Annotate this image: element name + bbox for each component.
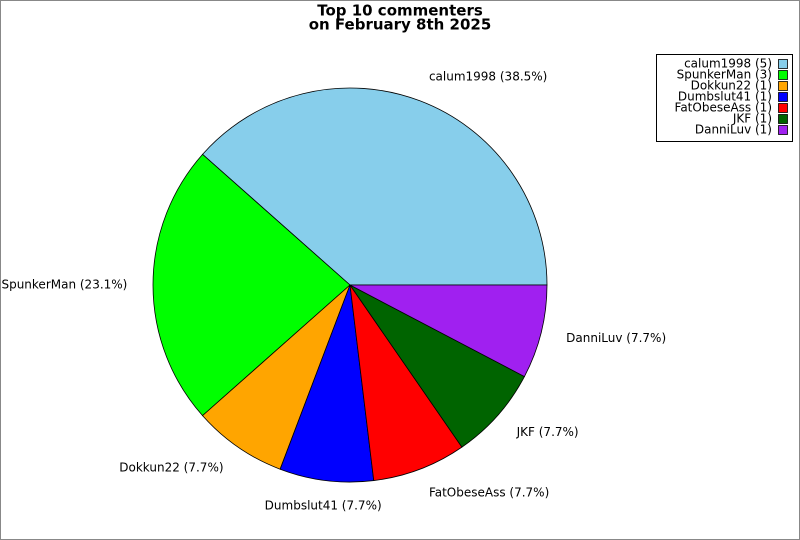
slice-label: SpunkerMan (23.1%) (1, 278, 127, 292)
legend-swatch (778, 103, 788, 113)
legend-swatch (778, 125, 788, 135)
legend-label: Dumbslut41 (1) (678, 90, 772, 104)
legend-label: Dokkun22 (1) (691, 79, 772, 93)
slice-label: FatObeseAss (7.7%) (429, 486, 549, 500)
legend-label: FatObeseAss (1) (675, 101, 772, 115)
legend-swatch (778, 92, 788, 102)
legend-swatch (778, 114, 788, 124)
legend-box (656, 54, 793, 142)
slice-label: DanniLuv (7.7%) (566, 331, 666, 345)
pie-slice (201, 284, 351, 470)
legend-label: SpunkerMan (3) (677, 68, 772, 82)
chart-subtitle: on February 8th 2025 (309, 16, 492, 34)
legend-swatch (778, 59, 788, 69)
legend-swatch (778, 70, 788, 80)
legend-label: DanniLuv (1) (695, 123, 772, 137)
pie-slice (279, 284, 375, 483)
pie-slice (349, 284, 525, 448)
legend-label: JKF (1) (732, 112, 772, 126)
legend-label: calum1998 (5) (684, 57, 772, 71)
legend: calum1998 (5)SpunkerMan (3)Dokkun22 (1)D… (656, 54, 793, 142)
pie-slice (349, 284, 463, 482)
pie-slice (201, 87, 548, 286)
slice-label: Dumbslut41 (7.7%) (265, 498, 382, 512)
slice-label: calum1998 (38.5%) (429, 69, 547, 83)
pie-slice (349, 284, 548, 378)
pie-slice (152, 153, 351, 417)
slice-label: JKF (7.7%) (516, 425, 579, 439)
slice-label: Dokkun22 (7.7%) (119, 461, 223, 475)
legend-swatch (778, 81, 788, 91)
chart-title: Top 10 commenters (317, 2, 483, 20)
